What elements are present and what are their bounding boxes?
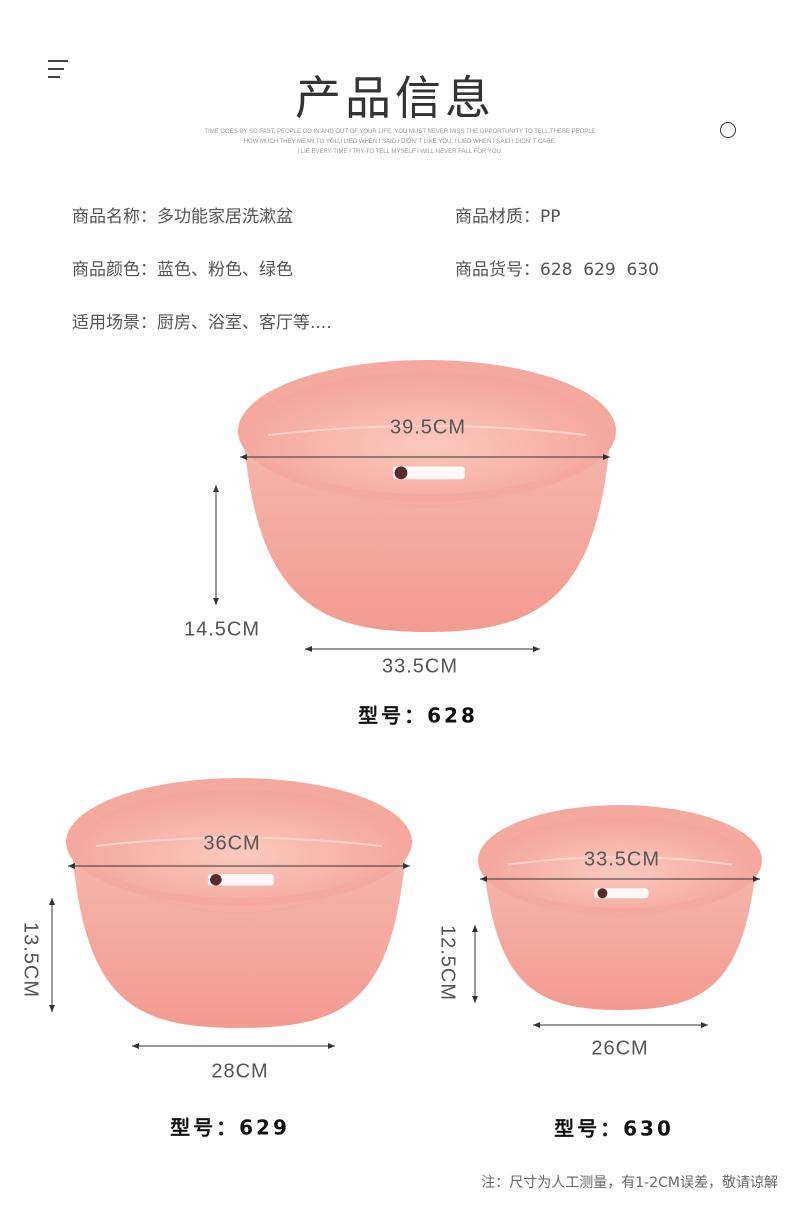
bottom-diameter-629: 28CM [211,1060,269,1083]
basin-lip-629 [73,855,405,915]
page-title: 产品信息 [295,71,495,125]
info-material: 商品材质：PP [455,207,561,227]
model-629: 型号：629 [170,1115,290,1140]
basin-inner-628 [252,372,602,494]
model-628: 型号：628 [358,703,478,728]
basin-sticker-628 [392,466,465,480]
basin-ridge-630 [507,855,733,866]
motto-line: TIME GOES BY SO FAST, PEOPLE GO IN AND O… [204,129,596,135]
motto-text: TIME GOES BY SO FAST, PEOPLE GO IN AND O… [150,127,650,157]
top-diameter-629: 36CM [203,832,261,855]
menu-icon[interactable] [48,60,68,84]
circle-icon[interactable] [720,122,736,138]
motto-line: HOW MUCH THEY MEAN TO YOU,I LIED WHEN I … [243,139,557,145]
info-color: 商品颜色：蓝色、粉色、绿色 [72,260,293,280]
basin-lip-628 [245,444,609,508]
basin-sticker-630 [594,888,649,899]
motto-line: I LIE EVERY TIME I TRY TO TELL MYSELF I … [297,149,503,155]
top-diameter-630: 33.5CM [583,848,661,871]
info-name: 商品名称：多功能家居洗漱盆 [72,207,293,227]
measurement-note: 注：尺寸为人工测量，有1-2CM误差，敬请谅解 [481,1175,778,1191]
basin-ridge-629 [95,836,383,847]
basin-inner-629 [80,790,398,898]
basin-lip-630 [485,873,755,919]
basin-ridge-628 [267,424,587,436]
bear-logo-icon [210,874,222,886]
bottom-diameter-628: 33.5CM [381,655,459,678]
info-usage: 适用场景：厨房、浴室、客厅等.... [72,313,332,333]
bear-logo-icon [394,466,408,480]
height-629: 13.5CM [19,921,42,999]
basin-sticker-629 [207,874,274,886]
model-630: 型号：630 [554,1116,674,1141]
height-628: 14.5CM [183,618,261,641]
bottom-diameter-630: 26CM [591,1037,649,1060]
info-sku: 商品货号：628 629 630 [455,260,659,280]
basin-inner-630 [492,817,748,908]
height-630: 12.5CM [436,924,459,1002]
top-diameter-628: 39.5CM [389,416,467,439]
bear-logo-icon [597,888,608,899]
